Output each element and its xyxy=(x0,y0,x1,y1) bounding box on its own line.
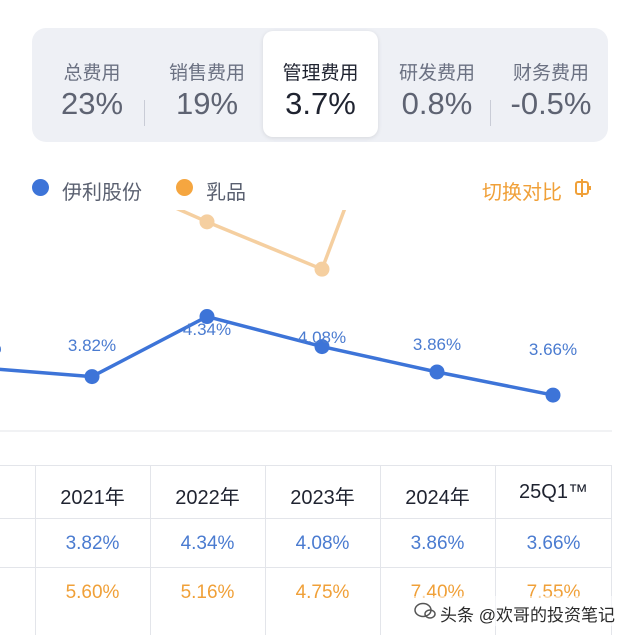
table-cell-yili: 4.08% xyxy=(295,533,350,554)
dairy-series-line xyxy=(175,210,347,271)
yili-data-label: 4.08% xyxy=(298,328,346,347)
table-border-top xyxy=(0,465,612,466)
table-cell-dairy: 4.75% xyxy=(295,582,350,603)
tab-label: 财务费用 xyxy=(512,63,589,84)
tab-value: 23% xyxy=(60,86,124,121)
admin-expense-line-chart: 3.82% 4.34% 4.08% 3.86% 3.66%% xyxy=(0,210,612,432)
tab-divider xyxy=(490,100,491,126)
legend-label-yili[interactable]: 伊利股份 xyxy=(62,182,142,204)
watermark-backdrop xyxy=(408,596,634,626)
table-cell-yili: 4.34% xyxy=(180,533,235,554)
table-header-cell: 2023年 xyxy=(290,487,355,509)
table-col-divider xyxy=(611,465,612,635)
tab-value: 3.7% xyxy=(285,86,356,121)
switch-icon[interactable] xyxy=(574,178,592,198)
yili-point-2 xyxy=(199,309,215,325)
tab-finance-expense[interactable]: 财务费用 -0.5% xyxy=(494,28,608,142)
dairy-point-2 xyxy=(199,214,215,230)
table-col-divider xyxy=(495,465,496,635)
table-cell-yili: 3.66% xyxy=(526,533,581,554)
table-row-divider xyxy=(0,567,612,568)
tab-value: 19% xyxy=(175,86,239,121)
table-col-divider xyxy=(150,465,151,635)
table-col-divider xyxy=(265,465,266,635)
table-cell-yili: 3.86% xyxy=(410,533,465,554)
tab-label: 销售费用 xyxy=(168,63,245,84)
table-cell-dairy: % xyxy=(0,582,35,604)
yili-point-4 xyxy=(429,364,445,380)
table-col-divider xyxy=(35,465,36,635)
yili-data-label: 3.66% xyxy=(529,340,577,359)
table-header-cell: 2022年 xyxy=(175,487,240,509)
yili-data-label: 3.86% xyxy=(413,335,461,354)
table-cell-dairy: 5.60% xyxy=(65,582,120,603)
tab-total-expense[interactable]: 总费用 23% xyxy=(40,28,144,142)
tab-value: -0.5% xyxy=(510,86,592,121)
table-header-cell: 25Q1™ xyxy=(519,481,588,503)
table-cell-yili: 3.82% xyxy=(65,533,120,554)
table-row-divider xyxy=(0,518,612,519)
yili-data-label: 4.34% xyxy=(183,320,231,339)
tab-label: 管理费用 xyxy=(282,63,359,84)
yili-data-label: 3.82% xyxy=(68,336,116,355)
tab-value: 0.8% xyxy=(401,86,473,121)
tab-rnd-expense[interactable]: 研发费用 0.8% xyxy=(382,28,492,142)
table-header-cell: 2024年 xyxy=(405,487,470,509)
yili-point-3 xyxy=(314,339,330,355)
yili-point-1 xyxy=(84,369,100,385)
legend-dot-yili xyxy=(32,179,49,196)
table-header-cell: 年 xyxy=(0,481,35,510)
watermark-text: 头条 @欢哥的投资笔记 xyxy=(440,606,615,625)
table-cell-yili: % xyxy=(0,533,35,555)
dairy-point-3 xyxy=(314,261,330,277)
legend-dot-dairy xyxy=(176,179,193,196)
yili-point-5 xyxy=(545,387,561,403)
yili-data-label-clipped: % xyxy=(0,338,2,357)
table-col-divider xyxy=(380,465,381,635)
yili-series-line xyxy=(0,314,554,397)
tab-label: 研发费用 xyxy=(398,63,475,84)
legend-label-dairy[interactable]: 乳品 xyxy=(206,182,246,204)
table-cell-dairy: 5.16% xyxy=(180,582,235,603)
tab-sales-expense[interactable]: 销售费用 19% xyxy=(152,28,262,142)
tab-label: 总费用 xyxy=(63,63,121,84)
tab-divider xyxy=(144,100,145,126)
tab-admin-expense[interactable]: 管理费用 3.7% xyxy=(263,31,378,137)
table-header-cell: 2021年 xyxy=(60,487,125,509)
expense-tab-strip: 总费用 23% 销售费用 19% 管理费用 3.7% 研发费用 0.8% 财务费… xyxy=(32,28,608,142)
toutiao-logo-icon xyxy=(414,602,436,619)
switch-compare-button[interactable]: 切换对比 xyxy=(482,182,562,204)
